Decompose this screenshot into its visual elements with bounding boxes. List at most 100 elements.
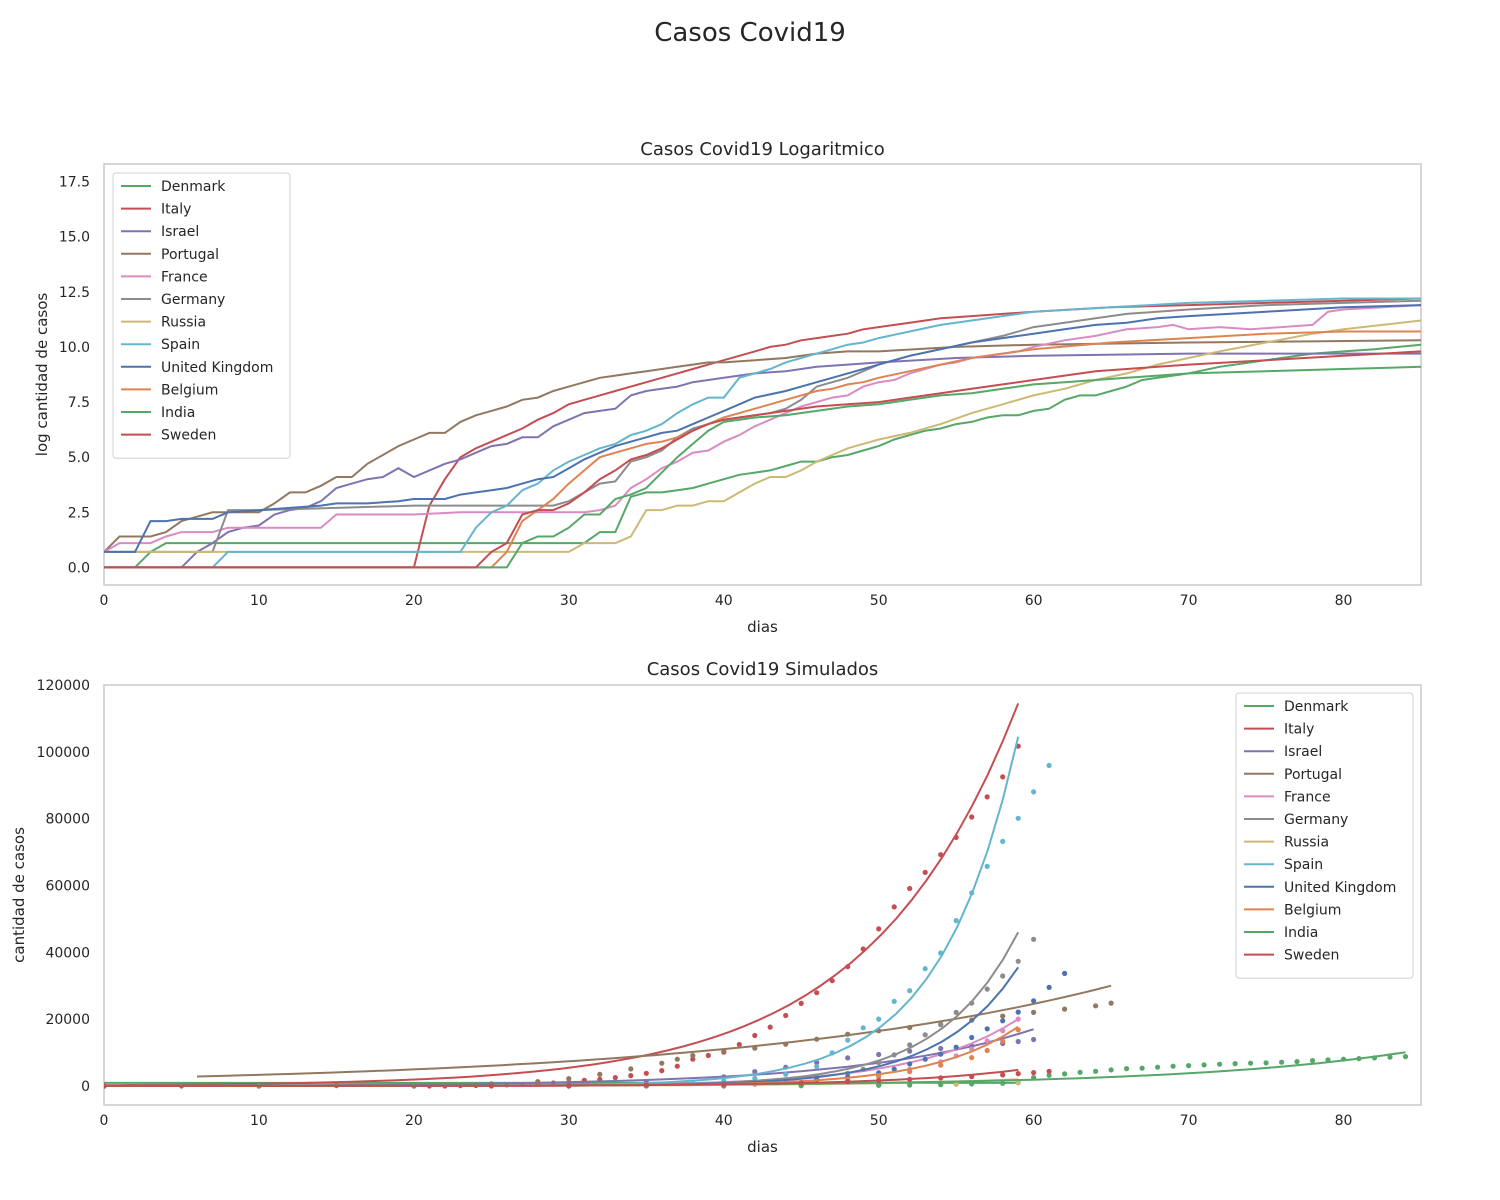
legend-label-belgium: Belgium xyxy=(161,382,218,398)
data-point-spain xyxy=(922,966,928,972)
data-point-germany xyxy=(922,1032,928,1038)
y-axis-label: cantidad de casos xyxy=(10,827,28,963)
data-point-india xyxy=(1201,1062,1207,1068)
legend-label-united-kingdom: United Kingdom xyxy=(161,360,273,376)
log-chart: 0 10 20 30 40 50 60 70 80 0.0 2.5 5.0 7.5 10.0 12.5 15.… xyxy=(33,163,1422,636)
data-point-italy xyxy=(767,1024,773,1030)
data-point-germany xyxy=(938,1022,944,1028)
x-tick-label: 40 xyxy=(715,1113,733,1129)
legend-box xyxy=(1235,692,1414,979)
data-point-portugal xyxy=(845,1031,851,1037)
data-point-portugal xyxy=(659,1060,665,1066)
data-point-spain xyxy=(1000,838,1006,845)
y-tick-label: 100000 xyxy=(37,745,90,761)
x-tick-label: 70 xyxy=(1180,593,1198,609)
x-tick-label: 10 xyxy=(250,593,268,609)
data-point-india xyxy=(1093,1068,1099,1074)
data-point-india xyxy=(1155,1064,1161,1070)
x-tick-label: 0 xyxy=(100,593,109,609)
legend-label-france: France xyxy=(161,269,208,285)
model-line-portugal xyxy=(196,984,1112,1078)
data-point-portugal xyxy=(1000,1013,1006,1019)
model-line-sweden xyxy=(104,1068,1019,1087)
data-point-united-kingdom xyxy=(953,1044,959,1050)
legend-label-germany: Germany xyxy=(1284,812,1348,828)
series-line-spain xyxy=(104,297,1421,569)
data-point-france xyxy=(1000,1028,1006,1034)
data-point-israel xyxy=(1015,1038,1021,1045)
plot-frame xyxy=(103,684,1422,1106)
data-point-italy xyxy=(798,1000,804,1007)
data-point-united-kingdom xyxy=(1031,998,1037,1004)
legend-label-sweden: Sweden xyxy=(1284,948,1339,964)
data-point-sweden xyxy=(969,1074,975,1080)
data-point-belgium xyxy=(969,1055,975,1061)
data-point-belgium xyxy=(938,1062,944,1068)
data-point-france xyxy=(1015,1016,1021,1022)
data-point-india xyxy=(1402,1054,1409,1060)
data-point-portugal xyxy=(690,1052,696,1059)
plot-area xyxy=(104,297,1421,569)
legend-label-india: India xyxy=(1284,925,1318,941)
chart-title-log: Casos Covid19 Logaritmico xyxy=(640,139,885,160)
data-point-sweden xyxy=(643,1082,649,1088)
legend-label-italy: Italy xyxy=(1284,722,1314,738)
y-tick-label: 5.0 xyxy=(68,450,90,466)
data-point-india xyxy=(969,1081,975,1087)
data-point-spain xyxy=(891,998,897,1005)
x-tick-label: 30 xyxy=(560,1113,578,1129)
data-point-sweden xyxy=(1015,1071,1021,1077)
y-tick-label: 15.0 xyxy=(59,230,90,246)
data-point-italy xyxy=(643,1070,649,1076)
data-point-india xyxy=(1387,1054,1393,1060)
data-point-india xyxy=(1000,1080,1006,1086)
data-point-india xyxy=(1248,1060,1254,1066)
legend-label-russia: Russia xyxy=(161,315,206,331)
data-point-spain xyxy=(1046,762,1052,769)
legend-box xyxy=(112,172,291,459)
data-point-sweden xyxy=(104,1083,107,1089)
data-point-spain xyxy=(876,1016,882,1022)
figure-title: Casos Covid19 xyxy=(654,18,846,48)
data-point-united-kingdom xyxy=(907,1061,913,1067)
x-tick-label: 60 xyxy=(1025,593,1043,609)
data-point-germany xyxy=(876,1060,882,1066)
data-point-india xyxy=(1186,1063,1192,1069)
x-tick-label: 50 xyxy=(870,1113,888,1129)
data-point-sweden xyxy=(488,1083,494,1089)
data-point-india xyxy=(1371,1055,1378,1061)
x-tick-label: 20 xyxy=(405,593,423,609)
data-point-italy xyxy=(659,1068,665,1074)
legend-label-germany: Germany xyxy=(161,292,225,308)
data-point-portugal xyxy=(907,1024,913,1031)
data-point-united-kingdom xyxy=(922,1056,928,1062)
legend-label-france: France xyxy=(1284,789,1331,805)
data-point-portugal xyxy=(1062,1006,1068,1012)
y-tick-label: 120000 xyxy=(37,678,90,694)
legend-label-portugal: Portugal xyxy=(161,247,219,263)
data-point-spain xyxy=(752,1075,758,1081)
data-point-portugal xyxy=(752,1045,758,1051)
y-tick-label: 80000 xyxy=(45,812,90,828)
legend-label-united-kingdom: United Kingdom xyxy=(1284,880,1396,896)
data-point-spain xyxy=(1031,789,1037,795)
data-point-india xyxy=(1077,1069,1083,1075)
y-tick-label: 0.0 xyxy=(68,560,90,576)
legend-label-russia: Russia xyxy=(1284,835,1329,851)
plot-frame xyxy=(103,163,1422,586)
data-point-italy xyxy=(705,1052,711,1059)
data-point-italy xyxy=(969,814,975,820)
x-tick-label: 50 xyxy=(870,593,888,609)
data-point-israel xyxy=(752,1069,758,1075)
data-point-portugal xyxy=(721,1048,727,1054)
data-point-united-kingdom xyxy=(969,1034,975,1041)
data-point-india xyxy=(1232,1061,1238,1067)
legend-label-denmark: Denmark xyxy=(161,179,226,195)
data-point-spain xyxy=(938,950,944,956)
data-point-italy xyxy=(829,978,835,984)
legend-label-belgium: Belgium xyxy=(1284,902,1341,918)
legend: Denmark Italy Israel Portugal France Germany R… xyxy=(112,172,291,459)
data-point-sweden xyxy=(798,1080,804,1086)
data-point-india xyxy=(1340,1056,1347,1062)
